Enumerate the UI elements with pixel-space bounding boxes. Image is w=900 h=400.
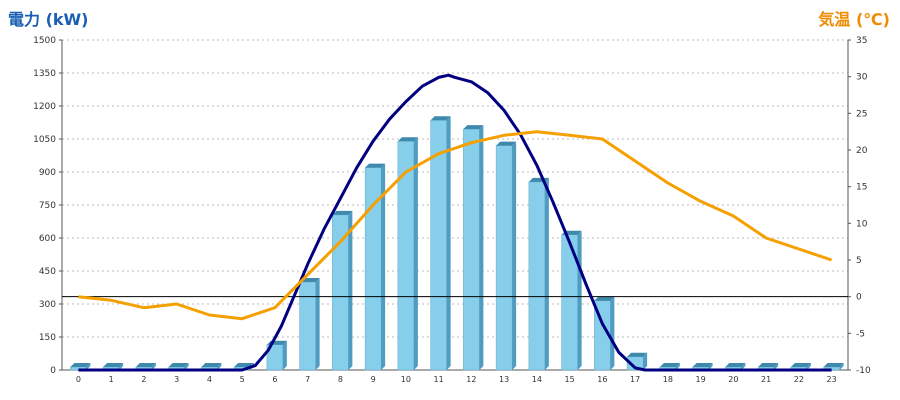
bar-top <box>496 141 517 146</box>
x-tick-label: 6 <box>272 375 277 384</box>
bar-side <box>708 363 713 370</box>
left-tick-label: 1500 <box>33 36 56 46</box>
right-axis-title: 気温 (℃) <box>818 10 890 29</box>
bar-top <box>823 363 844 367</box>
bar <box>463 128 480 371</box>
bar-side <box>348 210 353 370</box>
x-tick-label: 18 <box>663 375 673 384</box>
bar-side <box>86 363 91 370</box>
bar-top <box>365 163 386 168</box>
bar-side <box>610 296 615 370</box>
bar-side <box>544 177 549 370</box>
bar-side <box>643 352 648 370</box>
bar-side <box>315 278 320 370</box>
left-tick-label: 0 <box>50 366 56 376</box>
bar-side <box>151 363 156 370</box>
left-tick-label: 600 <box>39 234 56 244</box>
bar-side <box>675 363 680 370</box>
left-tick-label: 1200 <box>33 102 56 112</box>
x-tick-label: 1 <box>109 375 114 384</box>
bar-side <box>282 340 287 370</box>
bar-top <box>758 363 779 367</box>
x-tick-label: 10 <box>401 375 411 384</box>
bar <box>495 145 513 371</box>
bar-top <box>594 296 615 301</box>
x-tick-label: 8 <box>338 375 343 384</box>
x-tick-label: 15 <box>565 375 575 384</box>
bar-side <box>512 141 517 370</box>
left-tick-label: 900 <box>39 168 56 178</box>
bar-side <box>217 363 222 370</box>
left-tick-label: 1050 <box>33 135 56 145</box>
bar-top <box>135 363 156 367</box>
bar-top <box>430 116 451 121</box>
bar-side <box>839 363 844 370</box>
x-tick-label: 14 <box>532 375 542 384</box>
right-tick-label: -5 <box>856 329 865 339</box>
x-tick-label: 21 <box>761 375 771 384</box>
bar-top <box>725 363 746 367</box>
bar-side <box>413 137 418 370</box>
right-tick-label: -10 <box>856 366 871 376</box>
bar-side <box>741 363 746 370</box>
bar-top <box>70 363 91 367</box>
bar-top <box>168 363 189 367</box>
x-tick-label: 3 <box>174 375 179 384</box>
left-tick-label: 300 <box>39 300 56 310</box>
bar-top <box>692 363 713 367</box>
x-tick-label: 20 <box>728 375 738 384</box>
bar-side <box>446 116 451 370</box>
temperature-line <box>78 130 833 321</box>
right-tick-label: 5 <box>856 256 862 266</box>
right-tick-label: 10 <box>856 219 868 229</box>
x-tick-label: 16 <box>597 375 607 384</box>
right-tick-label: 15 <box>856 183 867 193</box>
bar-top <box>790 363 811 367</box>
x-tick-label: 5 <box>240 375 245 384</box>
bar-side <box>119 363 124 370</box>
bar <box>528 181 546 371</box>
bar-side <box>381 163 386 370</box>
bar-side <box>577 230 582 370</box>
x-tick-label: 19 <box>696 375 706 384</box>
bar-top <box>627 352 648 357</box>
x-tick-label: 0 <box>76 375 81 384</box>
x-tick-label: 23 <box>827 375 837 384</box>
right-tick-label: 25 <box>856 109 867 119</box>
left-tick-label: 450 <box>39 267 56 277</box>
x-tick-label: 7 <box>305 375 310 384</box>
bar-top <box>234 363 255 367</box>
left-tick-label: 1350 <box>33 69 56 79</box>
x-tick-label: 13 <box>499 375 509 384</box>
bar-side <box>806 363 811 370</box>
x-tick-label: 11 <box>434 375 444 384</box>
right-tick-label: 30 <box>856 73 868 83</box>
power-line <box>78 73 832 372</box>
x-tick-label: 12 <box>466 375 476 384</box>
right-tick-label: 0 <box>856 293 862 303</box>
right-tick-label: 35 <box>856 36 867 46</box>
bar-side <box>774 363 779 370</box>
right-tick-label: 20 <box>856 146 868 156</box>
bar <box>299 281 316 371</box>
bar-top <box>103 363 124 367</box>
x-tick-label: 17 <box>630 375 640 384</box>
left-tick-label: 150 <box>39 333 56 343</box>
x-tick-label: 9 <box>371 375 376 384</box>
x-tick-label: 4 <box>207 375 212 384</box>
bar-top <box>463 125 484 130</box>
bar-top <box>397 137 418 142</box>
left-axis-title: 電力 (kW) <box>8 10 89 29</box>
bar-top <box>659 363 680 367</box>
bar-side <box>479 125 484 370</box>
bar-side <box>184 363 189 370</box>
x-tick-label: 2 <box>141 375 146 384</box>
left-tick-label: 750 <box>39 201 56 211</box>
bar-top <box>332 210 353 215</box>
bar <box>332 214 349 371</box>
bar <box>397 140 415 371</box>
x-tick-label: 22 <box>794 375 804 384</box>
bar-top <box>201 363 222 367</box>
